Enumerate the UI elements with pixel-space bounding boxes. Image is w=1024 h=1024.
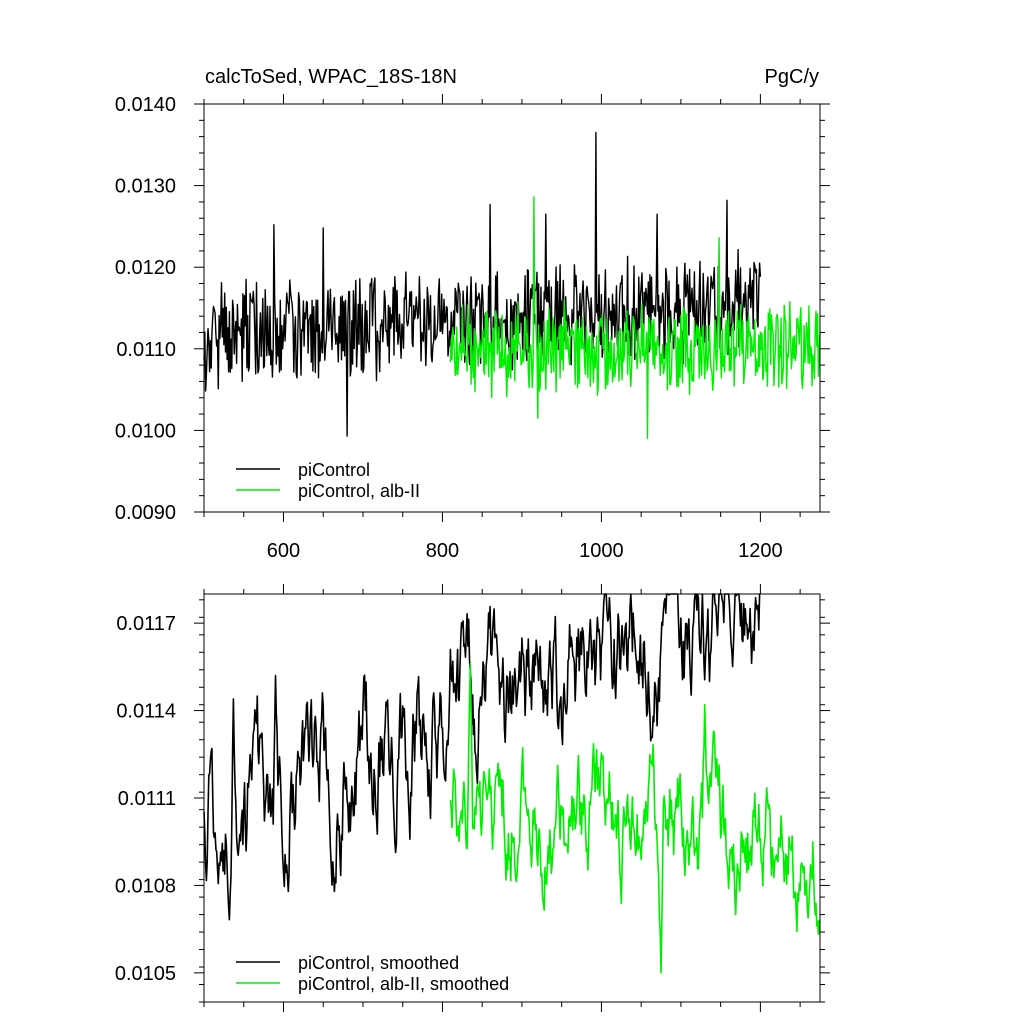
- y-tick-label-top-4: 0.0130: [115, 176, 176, 198]
- bottom-legend-label-picontrol: piControl, smoothed: [298, 953, 459, 973]
- y-tick-label-top-5: 0.0140: [115, 94, 176, 116]
- y-tick-label-top-1: 0.0100: [115, 420, 176, 442]
- x-tick-label-top-1000: 1000: [579, 540, 624, 562]
- top-plot-frame: [203, 103, 821, 513]
- top-axes: 600 800 1000 1200 0.0090 0.0100 0.0110 0.0120 0.…: [115, 94, 830, 562]
- x-tick-label-top-800: 800: [426, 540, 459, 562]
- x-tick-label-top-1200: 1200: [738, 540, 783, 562]
- bottom-axes: 0.0105 0.0108 0.0111 0.0114 0.0117: [115, 584, 830, 1012]
- y-tick-label-top-0: 0.0090: [115, 502, 176, 524]
- top-legend: piControl piControl, alb-II: [236, 460, 420, 501]
- top-legend-label-picontrol: piControl: [298, 460, 370, 480]
- series-line-bottom-1: [449, 663, 821, 974]
- top-panel: calcToSed, WPAC_18S-18N PgC/y 600 800 1000…: [115, 66, 830, 562]
- y-tick-label-bottom-2: 0.0111: [118, 788, 176, 810]
- y-tick-label-top-2: 0.0110: [116, 339, 176, 361]
- top-legend-label-alb: piControl, alb-II: [298, 481, 420, 501]
- x-tick-label-top-600: 600: [267, 540, 300, 562]
- top-panel-title: calcToSed, WPAC_18S-18N: [205, 66, 457, 88]
- y-tick-label-bottom-1: 0.0108: [115, 875, 176, 897]
- y-tick-label-bottom-3: 0.0114: [116, 701, 176, 723]
- series-line-top-0: [203, 131, 762, 437]
- top-panel-units: PgC/y: [765, 66, 819, 88]
- y-tick-label-top-3: 0.0120: [115, 257, 176, 279]
- bottom-legend-label-alb: piControl, alb-II, smoothed: [298, 974, 509, 994]
- bottom-series-group: [203, 593, 821, 974]
- y-tick-label-bottom-0: 0.0105: [115, 963, 176, 985]
- top-series-group: [203, 131, 821, 440]
- series-line-bottom-0: [203, 593, 761, 921]
- bottom-plot-frame: [203, 593, 821, 1003]
- series-line-top-1: [449, 196, 821, 440]
- bottom-legend: piControl, smoothed piControl, alb-II, s…: [236, 953, 509, 994]
- y-tick-label-bottom-4: 0.0117: [116, 613, 176, 635]
- bottom-panel: 0.0105 0.0108 0.0111 0.0114 0.0117 piControl…: [115, 584, 830, 1012]
